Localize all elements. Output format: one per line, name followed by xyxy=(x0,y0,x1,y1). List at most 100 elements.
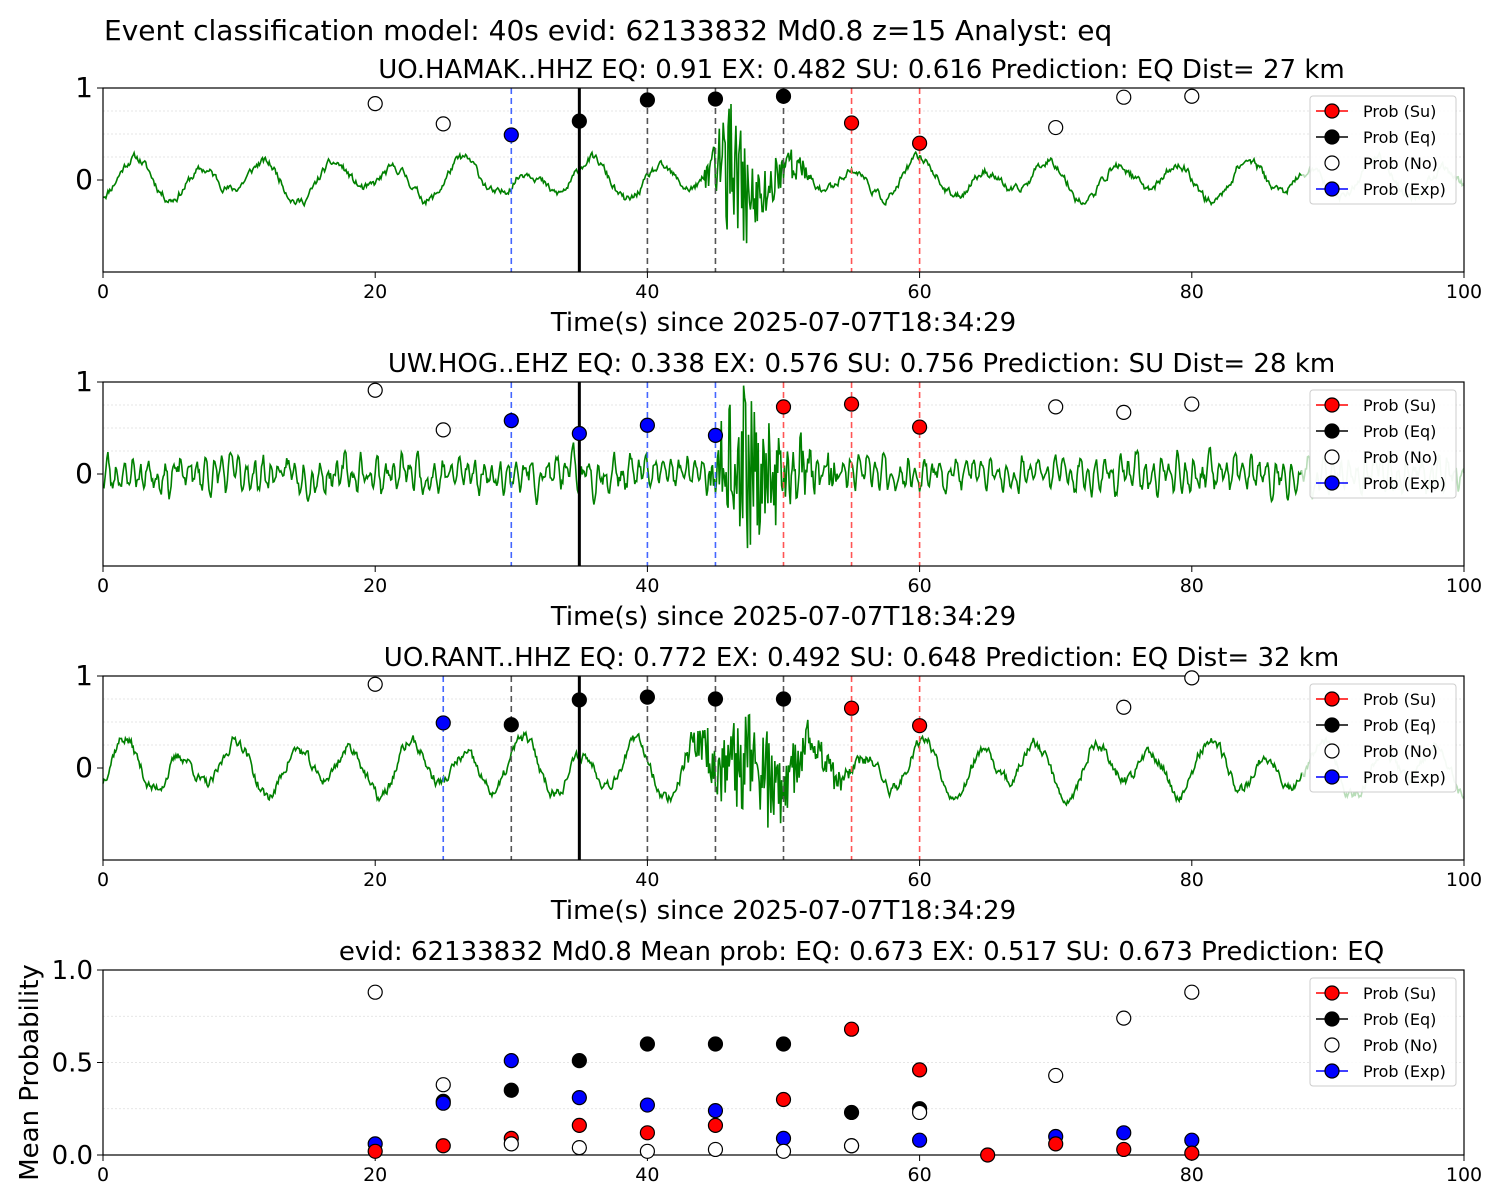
panel-2: UW.HOG..EHZ EQ: 0.338 EX: 0.576 SU: 0.75… xyxy=(75,349,1482,632)
legend-box xyxy=(1309,95,1457,205)
prob-point-no xyxy=(1184,984,1200,1000)
prob-point-eq xyxy=(843,1104,860,1121)
prob-point-no xyxy=(435,422,451,438)
prob-point-no xyxy=(1184,396,1200,412)
y-tick-label: 0 xyxy=(75,457,93,490)
prob-point-su xyxy=(843,396,860,412)
prob-point-no xyxy=(1116,404,1132,420)
prob-point-exp xyxy=(775,1130,792,1146)
y-tick-label: 0 xyxy=(75,751,93,784)
x-tick-label: 40 xyxy=(635,869,659,891)
legend-label: Prob (Exp) xyxy=(1363,180,1446,199)
legend-marker-exp xyxy=(1324,475,1340,491)
x-tick-label: 20 xyxy=(363,575,387,597)
figure-suptitle: Event classification model: 40s evid: 62… xyxy=(104,14,1112,47)
panel-1: UO.HAMAK..HHZ EQ: 0.91 EX: 0.482 SU: 0.6… xyxy=(75,55,1482,338)
prob-point-su xyxy=(775,399,792,415)
prob-point-su xyxy=(435,1138,451,1154)
prob-point-su xyxy=(775,1091,792,1108)
waveform-trace xyxy=(102,713,1303,828)
panel-title: UO.RANT..HHZ EQ: 0.772 EX: 0.492 SU: 0.6… xyxy=(384,643,1339,673)
legend-marker-no xyxy=(1324,449,1340,465)
y-tick-label: 1 xyxy=(75,71,93,104)
prob-point-no xyxy=(1116,89,1132,105)
prob-point-exp xyxy=(1116,1125,1132,1141)
prob-point-exp xyxy=(707,427,724,443)
legend-label: Prob (Su) xyxy=(1363,102,1436,121)
prob-point-su xyxy=(980,1147,996,1163)
prob-point-su xyxy=(1116,1141,1132,1158)
legend-label: Prob (No) xyxy=(1363,1036,1438,1055)
prob-point-exp xyxy=(571,425,587,442)
panel-title: UO.HAMAK..HHZ EQ: 0.91 EX: 0.482 SU: 0.6… xyxy=(378,55,1344,85)
prob-point-su xyxy=(911,419,928,435)
legend-marker-exp xyxy=(1324,769,1340,785)
legend-marker-su xyxy=(1324,103,1340,119)
prob-point-eq xyxy=(775,1036,792,1052)
prob-point-no xyxy=(1116,1010,1132,1026)
x-tick-label: 80 xyxy=(1180,281,1204,303)
prob-point-no xyxy=(639,1143,656,1159)
panel-4: evid: 62133832 Md0.8 Mean prob: EQ: 0.67… xyxy=(15,937,1482,1186)
legend-marker-no xyxy=(1324,743,1340,759)
y-tick-label: 0.5 xyxy=(52,1049,93,1079)
prob-point-exp xyxy=(435,1095,451,1111)
x-tick-label: 0 xyxy=(97,575,109,597)
x-tick-label: 60 xyxy=(908,1164,932,1186)
legend-label: Prob (Su) xyxy=(1363,690,1436,709)
legend-marker-no xyxy=(1324,1037,1340,1053)
legend-label: Prob (Su) xyxy=(1363,984,1436,1003)
x-tick-label: 100 xyxy=(1446,575,1482,597)
waveform-trace xyxy=(102,103,1303,244)
legend-label: Prob (Su) xyxy=(1363,396,1436,415)
prob-point-eq xyxy=(639,1036,656,1052)
legend-label: Prob (Eq) xyxy=(1363,422,1436,441)
prob-point-no xyxy=(435,116,451,132)
legend-label: Prob (Exp) xyxy=(1363,1062,1446,1081)
prob-point-su xyxy=(843,700,860,716)
x-tick-label: 20 xyxy=(363,281,387,303)
x-tick-label: 40 xyxy=(635,1164,659,1186)
prob-point-su xyxy=(911,718,928,734)
legend-box xyxy=(1309,977,1457,1087)
prob-point-eq xyxy=(503,1082,519,1098)
legend-label: Prob (No) xyxy=(1363,742,1438,761)
x-tick-label: 60 xyxy=(908,575,932,597)
prob-point-exp xyxy=(435,715,451,731)
x-tick-label: 60 xyxy=(908,869,932,891)
prob-point-no xyxy=(843,1138,860,1154)
y-tick-label: 1 xyxy=(75,365,93,398)
y-tick-label: 0 xyxy=(75,163,93,196)
panel-title: evid: 62133832 Md0.8 Mean prob: EQ: 0.67… xyxy=(339,937,1384,967)
prob-point-eq xyxy=(571,1053,587,1069)
y-tick-label: 1 xyxy=(75,659,93,692)
prob-point-no xyxy=(367,984,383,1000)
prob-point-exp xyxy=(911,1132,928,1148)
x-tick-label: 100 xyxy=(1446,869,1482,891)
x-axis-label: Time(s) since 2025-07-07T18:34:29 xyxy=(550,896,1016,926)
prob-point-no xyxy=(707,1141,724,1158)
legend-marker-exp xyxy=(1324,1063,1340,1079)
prob-point-su xyxy=(1048,1136,1064,1152)
x-tick-label: 0 xyxy=(97,1164,109,1186)
prob-point-su xyxy=(911,135,928,151)
legend-label: Prob (No) xyxy=(1363,154,1438,173)
x-tick-label: 100 xyxy=(1446,1164,1482,1186)
prob-point-exp xyxy=(639,1097,656,1113)
prob-point-eq xyxy=(639,689,656,705)
prob-point-su xyxy=(707,1117,724,1134)
prob-point-exp xyxy=(639,417,656,433)
legend-marker-no xyxy=(1324,155,1340,171)
y-tick-label: 0.0 xyxy=(52,1141,93,1171)
legend-label: Prob (Eq) xyxy=(1363,716,1436,735)
prob-point-su xyxy=(843,1021,860,1037)
panel-3: UO.RANT..HHZ EQ: 0.772 EX: 0.492 SU: 0.6… xyxy=(75,643,1482,926)
prob-point-su xyxy=(639,1125,656,1141)
prob-point-no xyxy=(367,382,383,398)
panel-title: UW.HOG..EHZ EQ: 0.338 EX: 0.576 SU: 0.75… xyxy=(388,349,1335,379)
legend-label: Prob (Eq) xyxy=(1363,1010,1436,1029)
y-tick-label: 1.0 xyxy=(52,956,93,986)
prob-point-no xyxy=(775,1143,792,1159)
x-tick-label: 0 xyxy=(97,869,109,891)
